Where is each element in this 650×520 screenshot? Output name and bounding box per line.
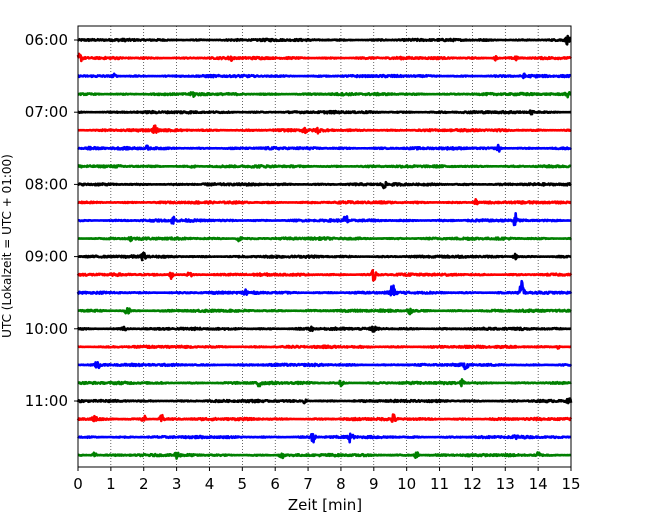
trace-1145 [77,451,572,460]
trace-0930 [76,279,573,297]
trace-0900 [77,251,572,262]
trace-1130 [77,432,572,444]
y-tick-label: 10:00 [25,320,68,338]
trace-0815 [77,198,572,206]
trace-1100 [76,397,573,405]
trace-0830 [77,211,572,227]
trace-1045 [77,378,572,388]
trace-0630 [77,72,572,80]
trace-0645 [77,90,572,99]
trace-0945 [77,306,572,316]
x-tick-label: 15 [561,475,580,493]
y-tick-label: 11:00 [25,392,68,410]
trace-1015 [77,344,572,350]
x-tick-label: 13 [496,475,515,493]
y-tick-label: 07:00 [25,103,68,121]
x-tick-label: 5 [238,475,248,493]
trace-1000 [76,325,572,333]
y-tick-label: 09:00 [25,248,68,266]
x-tick-label: 12 [463,475,482,493]
seismic-traces [76,34,573,460]
x-tick-label: 0 [73,475,83,493]
x-tick-label: 14 [529,475,548,493]
trace-0615 [76,52,572,63]
trace-0730 [77,143,573,153]
x-tick-label: 8 [336,475,346,493]
x-axis-label: Zeit [min] [288,496,362,514]
trace-0745 [77,164,572,169]
x-axis-ticks: 0 1 2 3 4 5 6 7 8 9 10 11 12 13 14 15 [73,467,581,493]
plot-frame [77,25,572,468]
y-axis-ticks: 06:00 07:00 08:00 09:00 10:00 11:00 [25,31,78,410]
trace-0845 [77,235,573,243]
x-tick-label: 9 [369,475,379,493]
x-tick-label: 10 [397,475,416,493]
y-tick-label: 08:00 [25,175,68,193]
x-tick-label: 3 [172,475,182,493]
x-tick-label: 2 [139,475,149,493]
trace-0800 [77,180,572,190]
y-tick-label: 06:00 [25,31,68,49]
x-tick-label: 6 [270,475,280,493]
x-tick-label: 11 [430,475,449,493]
x-tick-label: 1 [106,475,116,493]
trace-1115 [76,413,573,423]
trace-0715 [77,124,572,135]
trace-0600 [77,34,572,46]
x-tick-label: 4 [205,475,215,493]
x-tick-label: 7 [303,475,313,493]
trace-1030 [77,361,573,371]
y-axis-label: UTC (Lokalzeit = UTC + 01:00) [0,154,14,338]
trace-0915 [76,269,573,282]
trace-0700 [77,109,572,116]
